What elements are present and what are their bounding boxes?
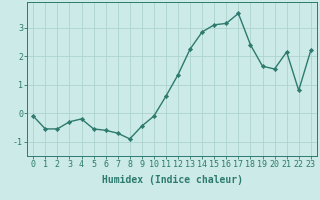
X-axis label: Humidex (Indice chaleur): Humidex (Indice chaleur) [101,175,243,185]
